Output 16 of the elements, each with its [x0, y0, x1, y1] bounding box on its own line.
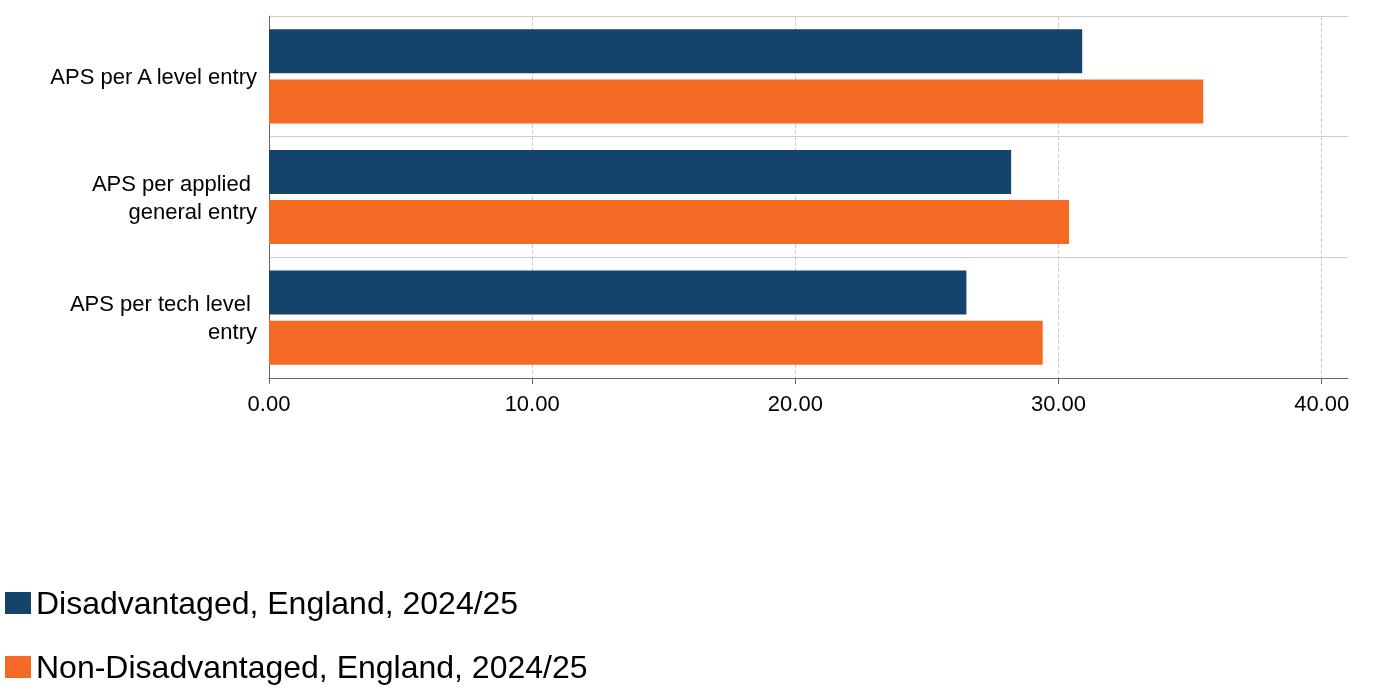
bar — [269, 79, 1204, 124]
legend-label: Disadvantaged, England, 2024/25 — [36, 585, 519, 621]
bar — [269, 29, 1083, 74]
x-tick-label: 10.00 — [504, 390, 560, 416]
x-tick-label: 0.00 — [247, 390, 291, 416]
bar — [269, 320, 1043, 365]
bar — [269, 200, 1070, 245]
bar — [269, 270, 967, 315]
y-tick-label: APS per tech level entry — [69, 291, 257, 345]
x-tick-label: 20.00 — [767, 390, 823, 416]
legend-label: Non-Disadvantaged, England, 2024/25 — [36, 649, 588, 685]
x-tick-label: 40.00 — [1294, 390, 1350, 416]
x-tick-label: 30.00 — [1030, 390, 1087, 416]
y-tick-label: APS per applied general entry — [91, 170, 257, 224]
y-tick-label: APS per A level entry — [50, 63, 257, 89]
bar — [269, 149, 1012, 194]
